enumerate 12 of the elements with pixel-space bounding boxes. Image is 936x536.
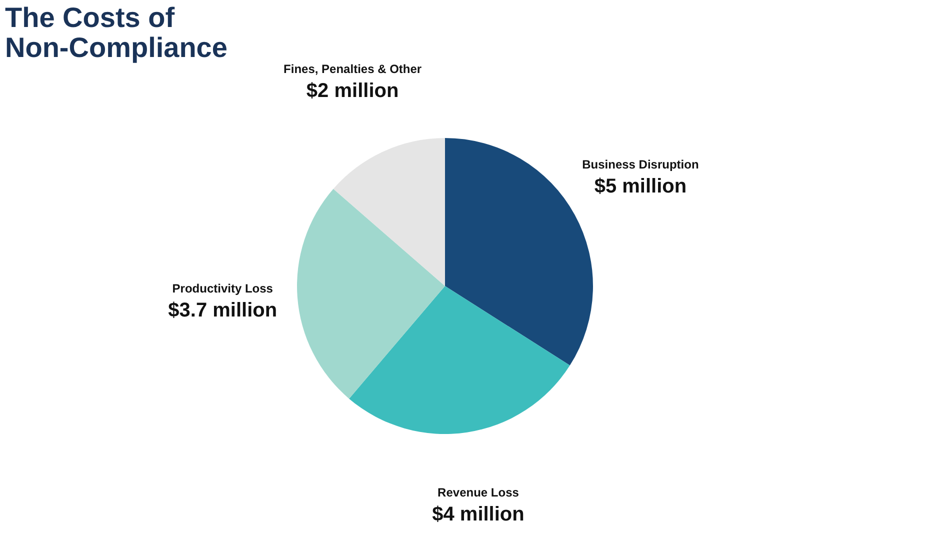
pie-slice (297, 188, 445, 399)
slice-label: Fines, Penalties & Other (284, 62, 422, 76)
slice-label: Business Disruption (582, 158, 699, 172)
data-label: $5 million (594, 176, 687, 198)
slice-label: Revenue Loss (438, 486, 520, 500)
data-label: $4 million (432, 504, 524, 526)
chart-title: The Costs of Non-Compliance (5, 2, 228, 64)
pie-slice (349, 286, 570, 434)
data-label: $3.7 million (168, 300, 278, 322)
data-label: $2 million (306, 80, 399, 102)
slice-label: Productivity Loss (172, 282, 274, 296)
pie-slice (333, 138, 445, 286)
